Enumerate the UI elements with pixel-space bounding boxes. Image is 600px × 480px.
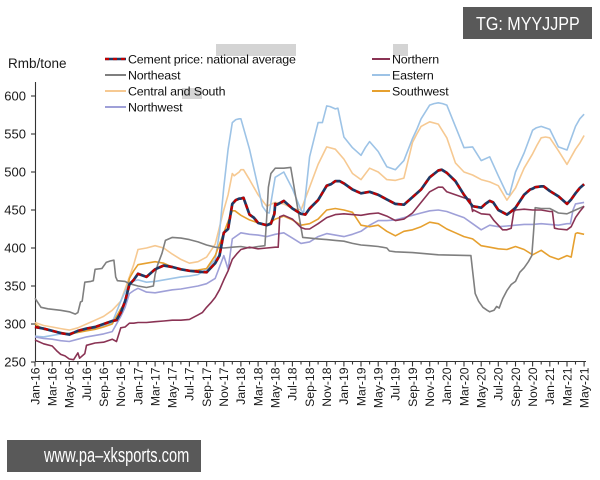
svg-text:Mar-18: Mar-18	[251, 367, 265, 406]
svg-text:Nov-17: Nov-17	[217, 367, 231, 407]
svg-text:May-21: May-21	[577, 367, 591, 408]
svg-text:May-16: May-16	[63, 367, 77, 408]
svg-text:300: 300	[4, 317, 26, 332]
svg-text:Jan-19: Jan-19	[337, 367, 351, 404]
svg-text:Nov-18: Nov-18	[320, 367, 334, 407]
svg-text:Jan-20: Jan-20	[440, 367, 454, 404]
svg-text:May-18: May-18	[269, 367, 283, 408]
svg-text:Northern: Northern	[392, 53, 439, 67]
svg-text:250: 250	[4, 355, 26, 370]
svg-text:May-20: May-20	[475, 367, 489, 408]
svg-text:450: 450	[4, 203, 26, 218]
svg-text:Sep-20: Sep-20	[509, 367, 523, 407]
svg-text:Mar-20: Mar-20	[457, 367, 471, 406]
svg-text:Rmb/tone: Rmb/tone	[8, 56, 67, 71]
svg-text:Cement price: national average: Cement price: national average	[128, 53, 296, 67]
svg-text:Jan-18: Jan-18	[234, 367, 248, 404]
svg-text:Sep-17: Sep-17	[200, 367, 214, 407]
svg-text:May-19: May-19	[372, 367, 386, 408]
svg-text:Eastern: Eastern	[392, 69, 434, 83]
svg-text:Sep-18: Sep-18	[303, 367, 317, 407]
svg-text:Nov-20: Nov-20	[526, 367, 540, 407]
svg-text:May-17: May-17	[166, 367, 180, 408]
svg-text:Mar-17: Mar-17	[148, 367, 162, 406]
svg-text:Mar-19: Mar-19	[354, 367, 368, 406]
svg-text:Sep-16: Sep-16	[97, 367, 111, 407]
svg-text:Nov-19: Nov-19	[423, 367, 437, 407]
svg-text:Central and South: Central and South	[128, 85, 226, 99]
svg-text:500: 500	[4, 165, 26, 180]
svg-text:Jul-18: Jul-18	[286, 367, 300, 400]
svg-text:Mar-16: Mar-16	[46, 367, 60, 406]
svg-text:350: 350	[4, 279, 26, 294]
svg-text:550: 550	[4, 127, 26, 142]
svg-text:Nov-16: Nov-16	[114, 367, 128, 407]
svg-text:Southwest: Southwest	[392, 85, 449, 99]
svg-text:Jul-20: Jul-20	[492, 367, 506, 400]
svg-text:600: 600	[4, 89, 26, 104]
svg-text:Northeast: Northeast	[128, 69, 181, 83]
svg-text:Jan-21: Jan-21	[543, 367, 557, 404]
svg-text:Jul-19: Jul-19	[389, 367, 403, 400]
svg-text:Sep-19: Sep-19	[406, 367, 420, 407]
svg-text:400: 400	[4, 241, 26, 256]
svg-text:Jul-16: Jul-16	[80, 367, 94, 400]
svg-text:Mar-21: Mar-21	[560, 367, 574, 406]
svg-text:Jan-16: Jan-16	[28, 367, 42, 404]
svg-text:Jul-17: Jul-17	[183, 367, 197, 400]
svg-text:Jan-17: Jan-17	[131, 367, 145, 404]
svg-text:Northwest: Northwest	[128, 101, 183, 115]
